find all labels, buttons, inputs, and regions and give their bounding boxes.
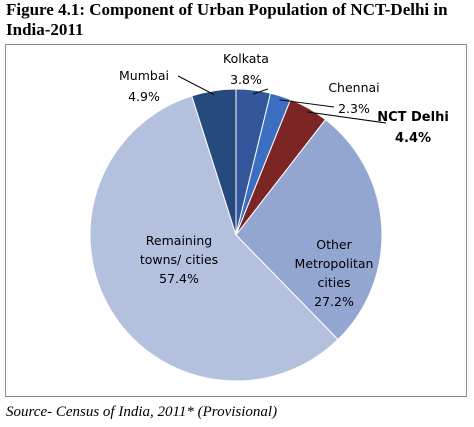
slice-label-mumbai-name: Mumbai [119,68,169,83]
leader-line-chennai [279,99,335,108]
slice-label-chennai-name: Chennai [328,80,379,95]
pie-slices [89,88,383,382]
pie-chart: Kolkata 3.8% Chennai 2.3% NCT Delhi 4.4%… [89,51,449,382]
figure-source: Source- Census of India, 2011* (Provisio… [6,404,278,420]
slice-label-kolkata-name: Kolkata [223,51,269,66]
pie-slice-other-metro [235,118,383,341]
figure-title: Figure 4.1: Component of Urban Populatio… [6,0,448,39]
slice-label-nct-delhi-value: 4.4% [395,131,431,146]
slice-label-nct-delhi-name: NCT Delhi [377,110,449,125]
slice-label-other-metro-line2: Metropolitan [295,256,374,271]
slice-label-mumbai-value: 4.9% [128,89,160,104]
leader-line-kolkata [252,88,269,95]
slice-label-other-metro-line3: cities [318,275,351,290]
slice-label-remaining-value: 57.4% [159,271,199,286]
leader-line-nct-delhi [306,111,387,124]
pie-slice-remaining [89,95,339,382]
pie-slice-mumbai [191,88,237,236]
slice-label-remaining-line2: towns/ cities [140,252,218,267]
leader-line-mumbai [177,75,215,96]
pie-chart-frame: Kolkata 3.8% Chennai 2.3% NCT Delhi 4.4%… [5,44,467,397]
slice-label-other-metro-value: 27.2% [314,294,354,309]
slice-label-kolkata-value: 3.8% [230,72,262,87]
leader-lines [177,75,387,124]
slice-label-remaining-line1: Remaining [146,233,212,248]
slice-label-other-metro-line1: Other [316,237,352,252]
slice-label-chennai-value: 2.3% [338,101,370,116]
